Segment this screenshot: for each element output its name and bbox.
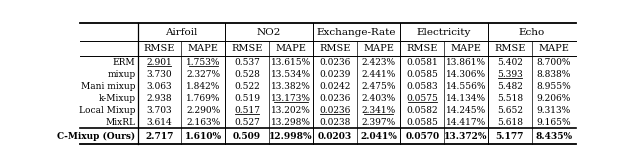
Text: 8.700%: 8.700% — [536, 58, 571, 67]
Text: Exchange-Rate: Exchange-Rate — [317, 28, 396, 37]
Text: NO2: NO2 — [257, 28, 281, 37]
Text: RMSE: RMSE — [494, 44, 525, 53]
Text: 0.509: 0.509 — [233, 132, 261, 141]
Text: ERM: ERM — [113, 58, 136, 67]
Text: 13.202%: 13.202% — [271, 106, 311, 115]
Text: MixRL: MixRL — [106, 118, 136, 127]
Text: 0.517: 0.517 — [234, 106, 260, 115]
Text: 2.441%: 2.441% — [361, 70, 396, 79]
Text: 2.290%: 2.290% — [186, 106, 220, 115]
Text: 2.938: 2.938 — [147, 94, 172, 103]
Text: 13.382%: 13.382% — [271, 82, 311, 91]
Text: 0.0575: 0.0575 — [406, 94, 438, 103]
Text: RMSE: RMSE — [231, 44, 262, 53]
Text: 1.842%: 1.842% — [186, 82, 220, 91]
Text: 0.0582: 0.0582 — [406, 106, 438, 115]
Text: 0.0236: 0.0236 — [319, 94, 350, 103]
Text: 5.402: 5.402 — [497, 58, 523, 67]
Text: Mani mixup: Mani mixup — [81, 82, 136, 91]
Text: 14.306%: 14.306% — [446, 70, 486, 79]
Text: mixup: mixup — [108, 70, 136, 79]
Text: 13.615%: 13.615% — [271, 58, 311, 67]
Text: MAPE: MAPE — [451, 44, 481, 53]
Text: 0.519: 0.519 — [234, 94, 260, 103]
Text: 2.475%: 2.475% — [361, 82, 396, 91]
Text: 13.861%: 13.861% — [446, 58, 486, 67]
Text: 14.556%: 14.556% — [446, 82, 486, 91]
Text: 0.0583: 0.0583 — [406, 82, 438, 91]
Text: 9.313%: 9.313% — [536, 106, 571, 115]
Text: k-Mixup: k-Mixup — [99, 94, 136, 103]
Text: 3.614: 3.614 — [147, 118, 172, 127]
Text: 1.769%: 1.769% — [186, 94, 221, 103]
Text: Local Mixup: Local Mixup — [79, 106, 136, 115]
Text: 2.163%: 2.163% — [186, 118, 220, 127]
Text: 13.372%: 13.372% — [444, 132, 488, 141]
Text: MAPE: MAPE — [188, 44, 219, 53]
Text: 13.534%: 13.534% — [271, 70, 311, 79]
Text: 5.618: 5.618 — [497, 118, 523, 127]
Text: 1.610%: 1.610% — [185, 132, 222, 141]
Text: 0.528: 0.528 — [234, 70, 260, 79]
Text: 2.901: 2.901 — [147, 58, 172, 67]
Text: Airfoil: Airfoil — [165, 28, 198, 37]
Text: 3.063: 3.063 — [147, 82, 172, 91]
Text: 14.134%: 14.134% — [446, 94, 486, 103]
Text: 0.0581: 0.0581 — [406, 58, 438, 67]
Text: 14.417%: 14.417% — [446, 118, 486, 127]
Text: 0.0203: 0.0203 — [317, 132, 352, 141]
Text: 2.041%: 2.041% — [360, 132, 397, 141]
Text: MAPE: MAPE — [275, 44, 307, 53]
Text: 3.730: 3.730 — [147, 70, 172, 79]
Text: 5.393: 5.393 — [497, 70, 523, 79]
Text: 14.245%: 14.245% — [446, 106, 486, 115]
Text: 2.327%: 2.327% — [186, 70, 220, 79]
Text: RMSE: RMSE — [319, 44, 350, 53]
Text: 8.955%: 8.955% — [536, 82, 571, 91]
Text: 0.0585: 0.0585 — [406, 118, 438, 127]
Text: 3.703: 3.703 — [147, 106, 172, 115]
Text: RMSE: RMSE — [144, 44, 175, 53]
Text: 2.403%: 2.403% — [362, 94, 396, 103]
Text: RMSE: RMSE — [406, 44, 438, 53]
Text: 0.0570: 0.0570 — [405, 132, 439, 141]
Text: 13.298%: 13.298% — [271, 118, 311, 127]
Text: 8.435%: 8.435% — [535, 132, 572, 141]
Text: 0.0236: 0.0236 — [319, 58, 350, 67]
Text: 5.482: 5.482 — [497, 82, 523, 91]
Text: 0.537: 0.537 — [234, 58, 260, 67]
Text: 1.753%: 1.753% — [186, 58, 221, 67]
Text: 0.0239: 0.0239 — [319, 70, 350, 79]
Text: 2.717: 2.717 — [145, 132, 173, 141]
Text: 12.998%: 12.998% — [269, 132, 312, 141]
Text: 2.423%: 2.423% — [362, 58, 396, 67]
Text: C-Mixup (Ours): C-Mixup (Ours) — [58, 132, 136, 141]
Text: 0.0585: 0.0585 — [406, 70, 438, 79]
Text: 0.522: 0.522 — [234, 82, 260, 91]
Text: 9.206%: 9.206% — [536, 94, 571, 103]
Text: 5.652: 5.652 — [497, 106, 523, 115]
Text: 0.527: 0.527 — [234, 118, 260, 127]
Text: 5.177: 5.177 — [495, 132, 524, 141]
Text: 0.0238: 0.0238 — [319, 118, 350, 127]
Text: 2.397%: 2.397% — [362, 118, 396, 127]
Text: MAPE: MAPE — [538, 44, 569, 53]
Text: 0.0236: 0.0236 — [319, 106, 350, 115]
Text: Electricity: Electricity — [417, 28, 471, 37]
Text: 8.838%: 8.838% — [536, 70, 571, 79]
Text: 9.165%: 9.165% — [536, 118, 571, 127]
Text: Echo: Echo — [518, 28, 545, 37]
Text: 2.341%: 2.341% — [362, 106, 396, 115]
Text: 0.0242: 0.0242 — [319, 82, 350, 91]
Text: MAPE: MAPE — [363, 44, 394, 53]
Text: 13.173%: 13.173% — [271, 94, 311, 103]
Text: 5.518: 5.518 — [497, 94, 523, 103]
